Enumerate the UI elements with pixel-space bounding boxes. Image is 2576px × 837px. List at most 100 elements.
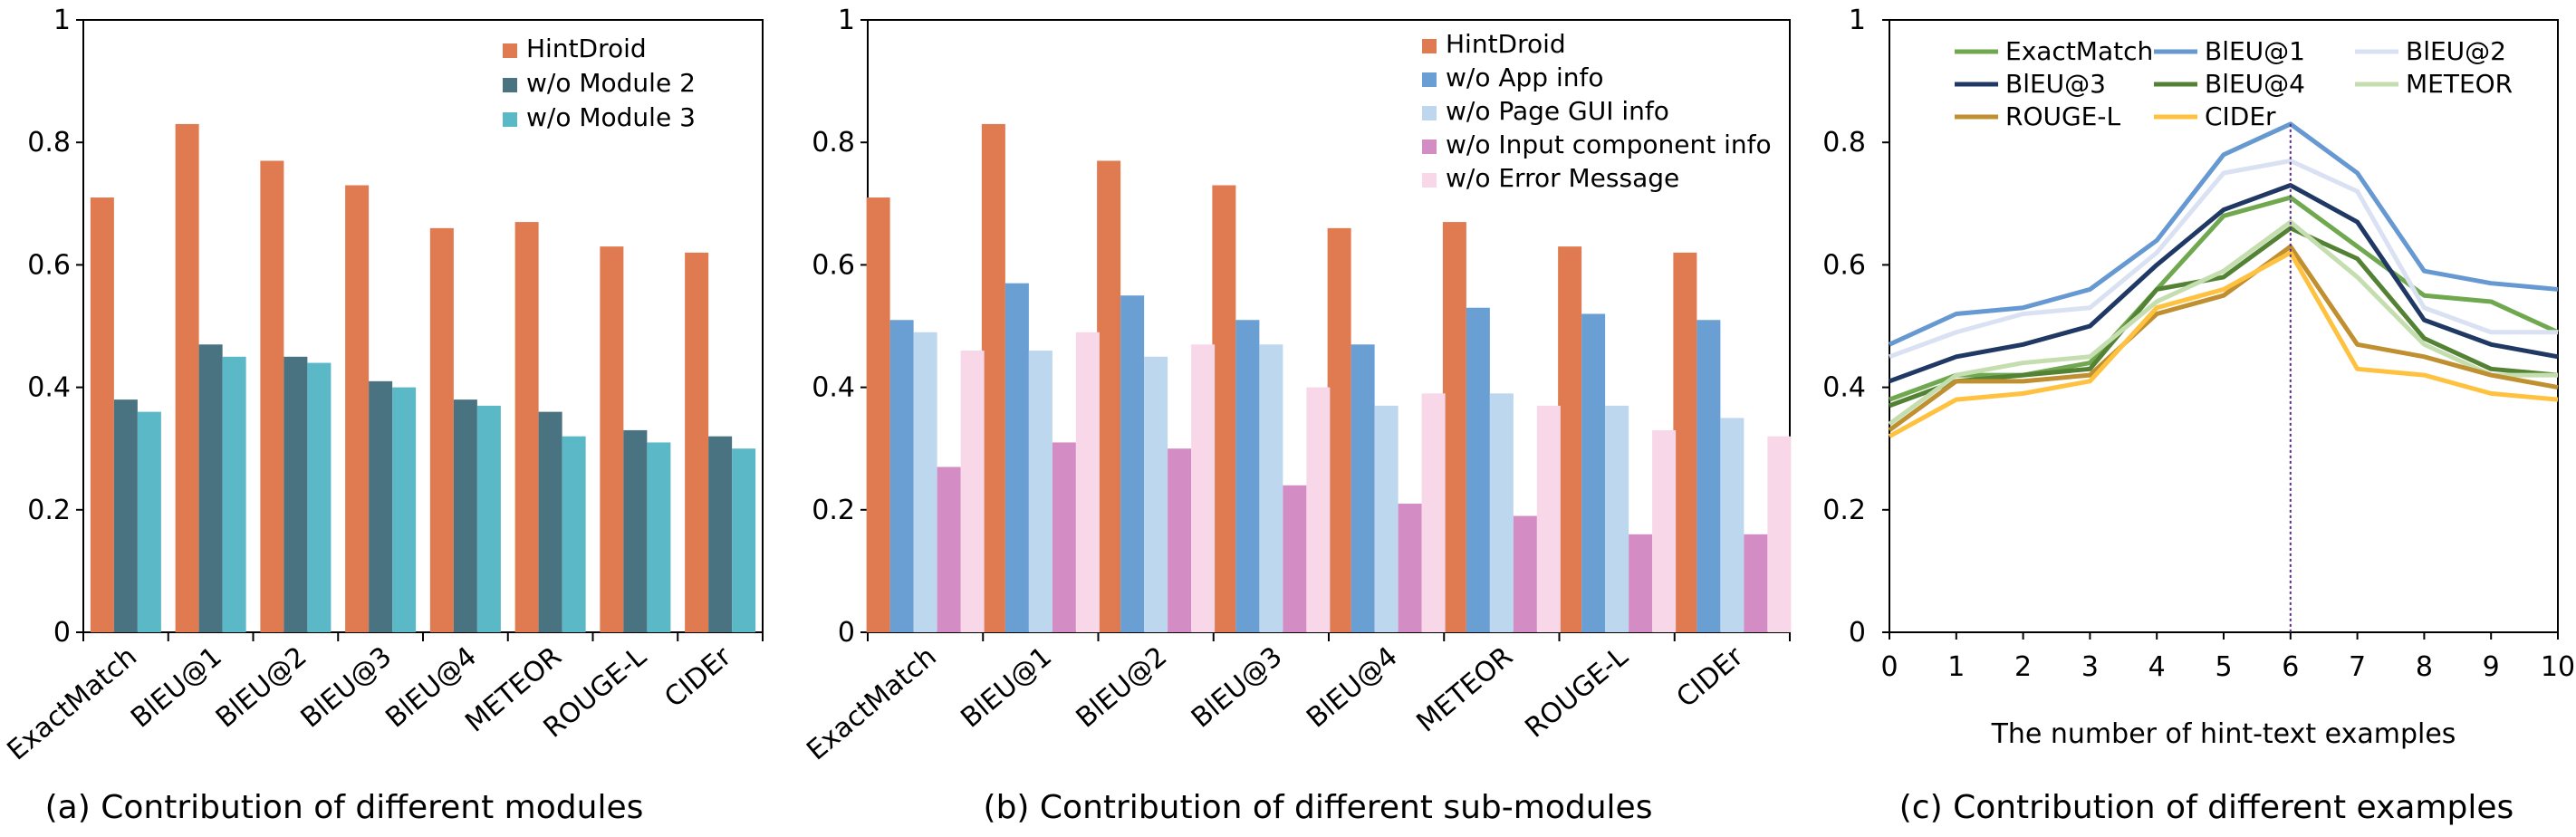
bar (1697, 320, 1721, 632)
legend-swatch (1422, 39, 1437, 53)
bar (538, 411, 562, 632)
legend-label: ExactMatch (2005, 36, 2153, 66)
x-category-label: CIDEr (1671, 640, 1750, 714)
y-tick-label: 0.6 (1822, 249, 1866, 281)
legend-label: w/o App info (1446, 63, 1603, 92)
legend-label: w/o Error Message (1446, 163, 1679, 193)
y-tick-label: 0 (1849, 617, 1866, 649)
bar (1421, 393, 1446, 632)
x-tick-label: 3 (2081, 651, 2099, 683)
y-tick-label: 0.8 (1822, 127, 1866, 159)
x-axis-title: The number of hint-text examples (1991, 718, 2456, 750)
bar (453, 399, 477, 632)
legend-label: w/o Page GUI info (1446, 96, 1669, 126)
bar (981, 123, 1005, 633)
bar (1144, 356, 1168, 632)
y-tick-label: 0.4 (27, 372, 71, 404)
x-tick-label: 7 (2349, 651, 2366, 683)
y-tick-label: 1 (838, 5, 855, 36)
legend-label: BlEU@2 (2406, 36, 2506, 66)
x-category-label: ExactMatch (801, 640, 942, 766)
x-category-label: BlEU@4 (1301, 640, 1404, 734)
legend-label: w/o Module 2 (526, 68, 696, 98)
bar (1052, 442, 1076, 632)
bar (960, 351, 985, 632)
bar (1513, 515, 1537, 632)
bar (1168, 448, 1192, 632)
bar (732, 448, 756, 632)
bar (113, 399, 138, 632)
legend-label: HintDroid (1446, 29, 1566, 59)
x-tick-label: 10 (2541, 651, 2575, 683)
legend-swatch (1422, 140, 1437, 154)
x-tick-label: 6 (2282, 651, 2299, 683)
x-category-label: METEOR (1411, 640, 1519, 738)
bar (307, 362, 332, 632)
y-tick-label: 0.2 (27, 495, 71, 526)
bar (284, 356, 308, 632)
bar (647, 442, 671, 632)
x-category-label: BlEU@1 (125, 640, 228, 734)
bar (1629, 534, 1653, 632)
bar (1283, 485, 1307, 632)
x-category-label: BlEU@2 (210, 640, 313, 734)
bar (1191, 344, 1216, 632)
legend-label: w/o Input component info (1446, 130, 1772, 159)
legend-label: METEOR (2406, 69, 2513, 99)
series-line (1888, 244, 2559, 432)
x-category-label: BlEU@3 (295, 640, 399, 734)
bar (937, 467, 961, 632)
legend-label: ROUGE-L (2005, 101, 2120, 131)
bar (1605, 405, 1629, 632)
y-tick-label: 0.4 (812, 372, 855, 404)
bar (1558, 246, 1582, 632)
chart-panel-a: 0 0.2 0.4 0.6 0.8 1 ExactMatchBlEU@1BlEU@2BlEU… (2, 5, 764, 826)
bar (175, 123, 199, 633)
bar (1767, 436, 1792, 632)
x-category-label: BlEU@2 (1071, 640, 1174, 734)
panel-caption: (b) Contribution of different sub-module… (984, 789, 1653, 826)
y-tick-label: 0.6 (27, 249, 71, 281)
bar (1350, 344, 1375, 632)
bar (476, 405, 501, 632)
bar (137, 411, 161, 632)
bar (1212, 185, 1236, 632)
panel-caption: (a) Contribution of different modules (45, 789, 644, 826)
y-tick-label: 1 (1849, 5, 1866, 36)
bar (623, 429, 648, 632)
legend-swatch (1422, 106, 1437, 120)
bar (1097, 160, 1121, 633)
bar (600, 246, 624, 632)
y-tick-label: 0.6 (812, 249, 855, 281)
bar (708, 436, 733, 632)
legend-label: CIDEr (2205, 101, 2276, 131)
bar (1720, 418, 1745, 632)
legend-label: BlEU@4 (2205, 69, 2305, 99)
bar (1673, 252, 1697, 632)
bar (685, 252, 709, 632)
x-tick-label: 5 (2215, 651, 2232, 683)
legend-swatch (1422, 72, 1437, 87)
legend-label: BlEU@1 (2205, 36, 2305, 66)
bar (562, 436, 586, 632)
bar (1028, 351, 1053, 632)
bar (1075, 332, 1100, 632)
bar (1374, 405, 1399, 632)
bar (1259, 344, 1283, 632)
bar (1327, 227, 1351, 632)
bar (90, 197, 114, 633)
x-tick-label: 0 (1880, 651, 1898, 683)
bar (1744, 534, 1768, 632)
bar (1466, 307, 1490, 632)
bar (889, 320, 914, 632)
y-tick-label: 0 (53, 617, 71, 649)
bar (1004, 283, 1029, 632)
x-tick-label: 1 (1947, 651, 1965, 683)
bar (1442, 222, 1466, 632)
bar (514, 222, 539, 632)
bar (913, 332, 937, 632)
x-category-label: CIDEr (658, 640, 737, 714)
